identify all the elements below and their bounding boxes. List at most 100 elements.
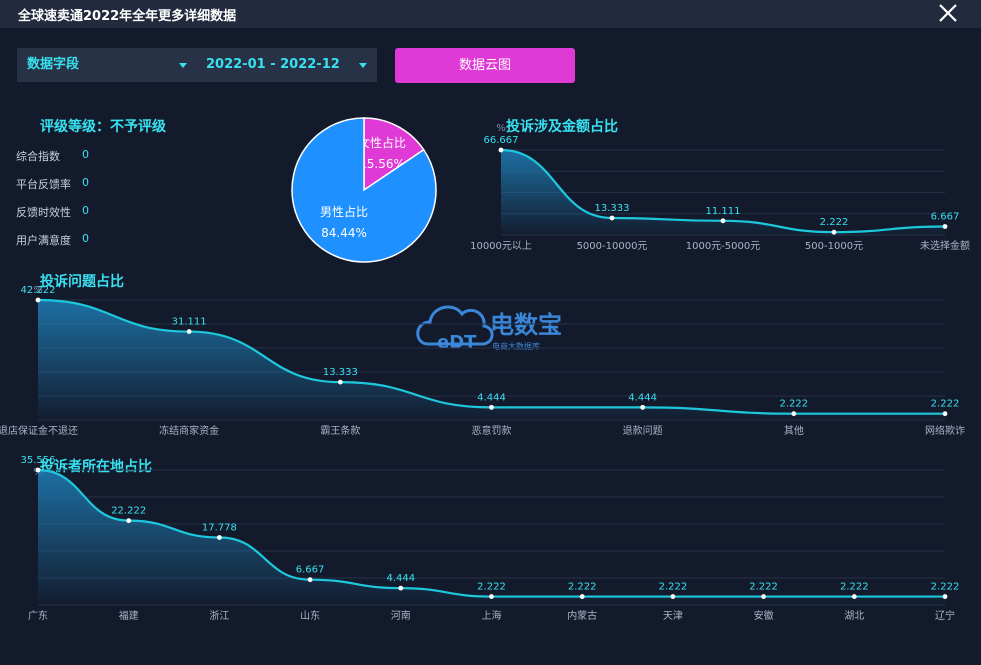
- pie-label: 男性占比: [320, 204, 368, 219]
- pie-value-label: 84.44%: [321, 226, 367, 240]
- area-fill: [38, 470, 945, 605]
- data-point: [640, 404, 646, 410]
- date-range-select[interactable]: 2022-01 - 2022-12: [206, 48, 376, 82]
- data-point: [942, 594, 948, 599]
- field-select-label: 数据字段: [27, 57, 80, 72]
- series-line: [37, 298, 945, 415]
- data-point: [670, 594, 676, 599]
- x-tick-label: 天津: [663, 610, 683, 622]
- x-tick-label: 5000-10000元: [577, 241, 648, 252]
- area-fill: [38, 300, 945, 420]
- metric-value: 0: [82, 232, 89, 245]
- data-label: 2.222: [749, 582, 778, 593]
- data-label: 2.222: [568, 582, 597, 593]
- data-point: [831, 229, 837, 235]
- x-tick-label: 浙江: [209, 610, 229, 622]
- chevron-down-icon: [359, 63, 367, 68]
- filter-bar: 数据字段 2022-01 - 2022-12: [17, 48, 377, 82]
- x-tick-label: 安徽: [754, 609, 774, 622]
- data-label: 2.222: [931, 582, 960, 593]
- data-point: [489, 404, 494, 410]
- data-point: [791, 411, 797, 417]
- date-range-label: 2022-01 - 2022-12: [206, 57, 340, 72]
- x-tick-label: 上海: [482, 609, 502, 622]
- data-label: 2.222: [780, 399, 809, 410]
- chart-title-issues: 投诉问题占比: [40, 274, 124, 290]
- series-line: [500, 148, 946, 234]
- data-point: [942, 224, 948, 229]
- metric-value: 0: [82, 204, 89, 217]
- data-point: [609, 215, 615, 221]
- data-label: 6.667: [296, 565, 325, 576]
- metric-feedback-rate: 平台反馈率 0: [16, 176, 89, 192]
- data-label: 2.222: [840, 582, 869, 593]
- data-label: 2.222: [931, 399, 960, 410]
- data-label: 2.222: [659, 582, 688, 593]
- data-label: 4.444: [477, 392, 506, 403]
- x-tick-label: 未选择金额: [920, 239, 970, 252]
- data-point: [35, 297, 41, 303]
- data-point: [398, 585, 404, 591]
- x-tick-label: 霸王条款: [320, 424, 360, 437]
- watermark-logo-text: eDT: [437, 332, 477, 353]
- chevron-down-icon: [179, 63, 187, 68]
- metric-composite-index: 综合指数 0: [16, 148, 89, 164]
- x-tick-label: 退款问题: [623, 424, 663, 437]
- x-tick-label: 山东: [300, 609, 320, 622]
- y-axis-unit: %: [496, 123, 506, 134]
- data-label: 11.111: [706, 206, 741, 217]
- x-tick-label: 湖北: [844, 610, 864, 622]
- watermark-name: 电数宝: [490, 311, 562, 339]
- x-tick-label: 辽宁: [935, 609, 955, 622]
- metric-user-satisfaction: 用户满意度 0: [16, 232, 89, 248]
- data-label: 22.222: [111, 506, 146, 517]
- data-label: 4.444: [386, 573, 415, 584]
- pie-slice: [363, 117, 425, 192]
- x-tick-label: 500-1000元: [805, 241, 863, 252]
- chart-title-location: 投诉者所在地占比: [40, 459, 152, 475]
- data-point: [217, 535, 222, 540]
- metric-value: 0: [82, 148, 89, 161]
- data-point: [942, 411, 948, 417]
- data-point: [761, 594, 766, 599]
- x-tick-label: 冻结商家资金: [159, 424, 219, 437]
- metric-label: 用户满意度: [16, 234, 71, 247]
- data-point: [337, 379, 343, 385]
- x-tick-label: 恶意罚款: [472, 424, 512, 437]
- metric-value: 0: [82, 176, 89, 189]
- pie-label: 女性占比: [358, 135, 406, 150]
- data-point: [126, 518, 132, 524]
- title-bar: 全球速卖通2022年全年更多详细数据: [0, 0, 981, 28]
- close-icon[interactable]: [937, 2, 959, 24]
- x-tick-label: 10000元以上: [470, 240, 532, 252]
- data-point: [498, 147, 504, 153]
- series-line: [37, 468, 945, 598]
- data-label: 66.667: [484, 135, 519, 146]
- x-tick-label: 广东: [28, 609, 48, 622]
- data-label: 4.444: [628, 392, 657, 403]
- gender-pie-chart: 女性占比 15.56% 男性占比 84.44%: [291, 117, 437, 263]
- data-label: 13.333: [595, 203, 630, 214]
- data-point: [489, 594, 494, 599]
- chart-title-amount: 投诉涉及金额占比: [506, 119, 618, 135]
- issues-line-chart: %42.222退店保证金不退还31.111冻结商家资金13.333霸王条款4.4…: [0, 285, 965, 437]
- metric-feedback-timeliness: 反馈时效性 0: [16, 204, 89, 220]
- watermark-sub: 电商大数据库: [492, 341, 540, 351]
- data-label: 6.667: [931, 211, 960, 222]
- data-point: [307, 577, 313, 583]
- window-title: 全球速卖通2022年全年更多详细数据: [18, 9, 237, 24]
- pie-slice: [291, 117, 437, 263]
- x-tick-label: 福建: [119, 609, 139, 622]
- data-label: 17.778: [202, 523, 237, 534]
- data-point: [186, 329, 192, 334]
- data-label: 31.111: [172, 317, 207, 328]
- data-point: [720, 218, 726, 224]
- data-label: 2.222: [820, 217, 849, 228]
- watermark-logo: eDT 电数宝 电商大数据库: [416, 305, 562, 353]
- metric-label: 反馈时效性: [16, 206, 71, 219]
- data-cloud-button[interactable]: 数据云图: [395, 48, 575, 83]
- field-select[interactable]: 数据字段: [27, 48, 197, 82]
- data-label: 2.222: [477, 582, 506, 593]
- data-label: 13.333: [323, 367, 358, 378]
